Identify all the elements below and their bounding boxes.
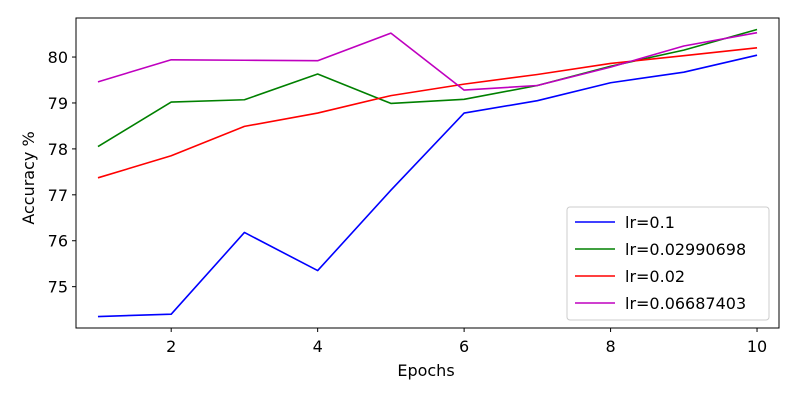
y-tick-label: 75: [48, 278, 68, 297]
axes: 2 4 6 8 10 75 76 77 78 79 80: [48, 17, 780, 356]
x-tick-label: 8: [605, 337, 615, 356]
series-line-0: [97, 54, 758, 318]
x-tick-label: 4: [313, 337, 323, 356]
legend-label: lr=0.02990698: [625, 240, 746, 259]
x-tick-label: 6: [459, 337, 469, 356]
plot-frame: [75, 17, 780, 329]
series-line-2: [97, 47, 758, 179]
legend-label: lr=0.1: [625, 213, 675, 232]
series-line-1: [97, 28, 758, 148]
legend-label: lr=0.06687403: [625, 294, 746, 313]
legend-box: [566, 206, 770, 321]
y-tick-label: 78: [48, 140, 68, 159]
y-tick-label: 76: [48, 232, 68, 251]
y-tick-label: 79: [48, 94, 68, 113]
x-axis-label: Epochs: [397, 361, 454, 380]
y-tick-label: 80: [48, 48, 68, 67]
x-tick-label: 10: [747, 337, 767, 356]
y-tick-label: 77: [48, 186, 68, 205]
series-lines: [97, 28, 758, 318]
legend-label: lr=0.02: [625, 267, 685, 286]
y-axis-label: Accuracy %: [19, 131, 38, 224]
x-tick-label: 2: [166, 337, 176, 356]
legend: lr=0.1 lr=0.02990698 lr=0.02 lr=0.06687403: [566, 206, 770, 321]
series-line-3: [97, 31, 758, 91]
